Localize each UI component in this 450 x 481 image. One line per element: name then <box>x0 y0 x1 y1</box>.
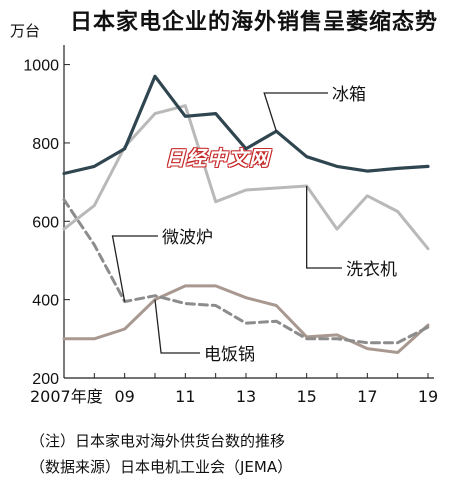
callout-line-ricecooker <box>154 299 200 354</box>
chart-title: 日本家电企业的海外销售呈萎缩态势 <box>70 10 439 35</box>
y-tick-label: 400 <box>32 293 59 310</box>
x-tick-label: 13 <box>236 387 256 406</box>
y-tick-label: 1000 <box>23 58 59 75</box>
x-tick-label: 11 <box>175 387 195 406</box>
series-line-0 <box>62 74 430 176</box>
x-tick-label: 2007年度 <box>30 387 103 406</box>
watermark: 日经中文网 <box>165 146 270 170</box>
callout-line-microwave <box>111 235 158 302</box>
series-line-1 <box>62 104 430 251</box>
series-label-microwave: 微波炉 <box>162 228 213 248</box>
footnote-source: （数据来源）日本电机工业会（JEMA） <box>30 458 293 476</box>
y-tick-label: 200 <box>32 371 59 388</box>
x-tick-label: 19 <box>418 387 438 406</box>
series-label-ricecooker: 电饭锅 <box>204 345 255 365</box>
series-line-3 <box>62 284 430 354</box>
series-label-washer: 洗衣机 <box>346 260 397 280</box>
y-tick-label: 800 <box>32 136 59 153</box>
x-tick-label: 09 <box>114 387 134 406</box>
callout-line-fridge <box>263 92 328 132</box>
callout-line-washer <box>306 186 342 269</box>
y-axis-unit: 万台 <box>10 22 41 40</box>
series-line-2 <box>62 198 430 345</box>
series-label-fridge: 冰箱 <box>332 85 366 105</box>
x-tick-label: 17 <box>357 387 377 406</box>
y-tick-label: 600 <box>32 214 59 231</box>
x-tick-label: 15 <box>296 387 316 406</box>
footnote-note: （注）日本家电对海外供货台数的推移 <box>30 432 286 450</box>
